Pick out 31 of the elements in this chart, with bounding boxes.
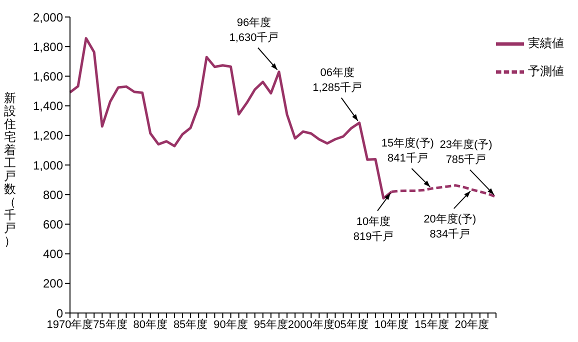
- annotation: 96年度 1,630千戸: [229, 16, 279, 44]
- y-tick-label: 1,600: [32, 69, 64, 84]
- annotation: 15年度(予) 841千戸: [381, 136, 434, 165]
- text: 新設住宅着工戸数（千戸）: [4, 91, 16, 248]
- x-tick-label: 75年度: [93, 318, 128, 331]
- legend-label: 予測値: [528, 64, 564, 78]
- y-tick-label: 0: [56, 306, 64, 320]
- x-tick-label: 1970年度: [46, 318, 94, 331]
- y-tick-label: 400: [42, 247, 64, 262]
- annotation: 20年度(予) 834千戸: [424, 212, 476, 241]
- legend-label: 実績値: [528, 36, 564, 50]
- annotation: 06年度 1,285千戸: [312, 66, 362, 94]
- y-tick-label: 200: [42, 276, 64, 291]
- y-tick-label: 1,800: [32, 40, 64, 54]
- annotation: 10年度 819千戸: [353, 214, 394, 243]
- x-tick-label: 2000年度: [288, 318, 334, 331]
- x-tick-label: 85年度: [173, 318, 208, 331]
- x-tick-label: 80年度: [133, 318, 168, 331]
- x-tick-label: 10年度: [374, 318, 409, 331]
- x-tick-label: 05年度: [334, 318, 368, 331]
- y-tick-label: 2,000: [32, 10, 64, 24]
- y-tick-label: 1,200: [32, 128, 64, 143]
- y-tick-label: 1,000: [32, 158, 64, 172]
- y-tick-label: 1,400: [32, 99, 64, 114]
- x-tick-label: 95年度: [254, 318, 288, 331]
- y-tick-label: 800: [42, 188, 64, 202]
- x-tick-label: 20年度: [454, 318, 490, 331]
- y-tick-label: 600: [42, 217, 64, 232]
- x-tick-label: 15年度: [414, 318, 449, 331]
- x-tick-label: 90年度: [214, 318, 248, 331]
- annotation: 23年度(予) 785千戸: [440, 138, 492, 166]
